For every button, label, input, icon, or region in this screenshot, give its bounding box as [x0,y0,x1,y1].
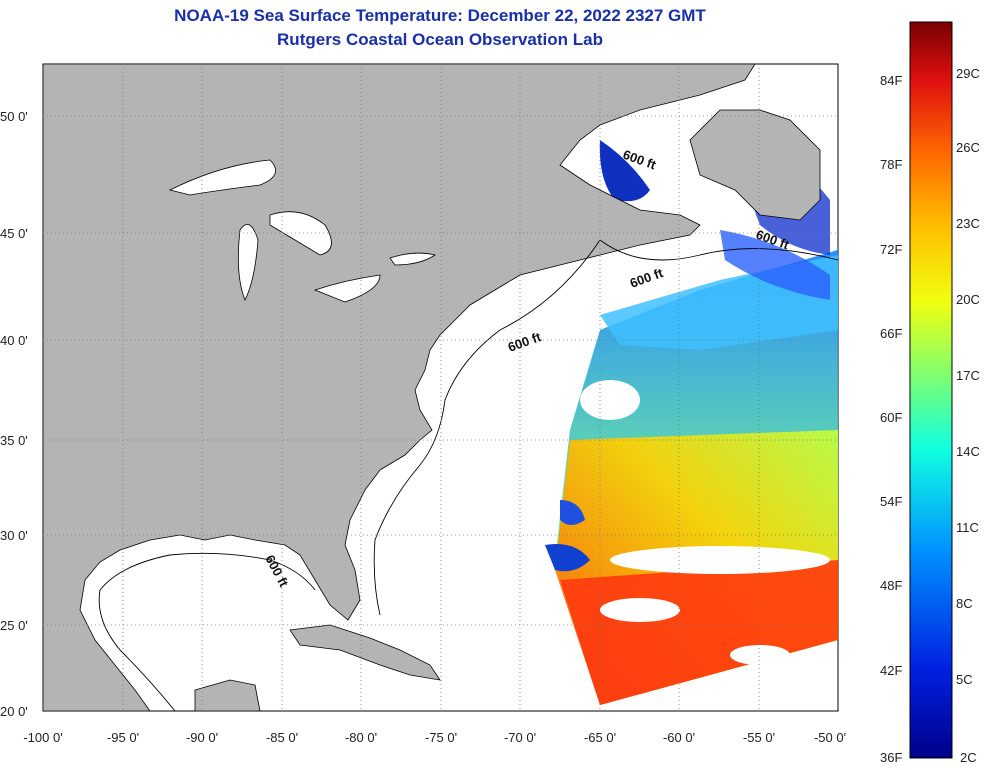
colorbar-f-label: 72F [880,242,902,257]
lat-tick-label: 35 0' [0,433,28,448]
colorbar-c-label: 14C [956,444,980,459]
lon-tick-label: -75 0' [425,730,457,745]
cuba-landmass [289,624,441,681]
colorbar-c-label: 26C [956,140,980,155]
colorbar-c-label: 17C [956,368,980,383]
colorbar-c-label: 23C [956,216,980,231]
lon-tick-label: -50 0' [814,730,846,745]
lon-tick-label: -90 0' [186,730,218,745]
colorbar-f-label: 60F [880,410,902,425]
newfoundland-landmass [689,109,821,221]
lat-tick-label: 25 0' [0,618,28,633]
lon-tick-label: -85 0' [266,730,298,745]
lon-tick-label: -55 0' [743,730,775,745]
contour-600ft [98,239,838,711]
lon-tick-label: -80 0' [345,730,377,745]
map-title: NOAA-19 Sea Surface Temperature: Decembe… [174,6,706,25]
colorbar-fahrenheit-labels: 84F 78F 72F 66F 60F 54F 48F 42F 36F [880,73,902,765]
colorbar-celsius-labels: 29C 26C 23C 20C 17C 14C 11C 8C 5C 2C [956,66,980,765]
colorbar-c-label: 2C [960,750,977,765]
colorbar-f-label: 78F [880,157,902,172]
colorbar-f-label: 48F [880,578,902,593]
sst-swath [545,120,838,705]
great-lakes [168,159,436,303]
lon-tick-label: -95 0' [107,730,139,745]
yucatan-landmass [194,679,261,711]
colorbar-c-label: 11C [956,520,979,535]
lat-tick-label: 40 0' [0,333,28,348]
lon-tick-label: -70 0' [504,730,536,745]
graticule [43,64,838,711]
colorbar-c-label: 5C [956,672,973,687]
colorbar-f-label: 36F [880,750,902,765]
land-masses [43,64,821,711]
colorbar-f-label: 84F [880,73,902,88]
lat-tick-label: 45 0' [0,226,28,241]
lon-tick-label: -100 0' [23,730,62,745]
lon-tick-label: -65 0' [584,730,616,745]
lon-tick-label: -60 0' [663,730,695,745]
colorbar-gradient [909,21,953,759]
latitude-axis: 50 0' 45 0' 40 0' 35 0' 30 0' 25 0' 20 0… [0,109,28,719]
colorbar-f-label: 66F [880,326,902,341]
lat-tick-label: 20 0' [0,704,28,719]
colorbar-c-label: 20C [956,292,980,307]
lat-tick-label: 30 0' [0,528,28,543]
colorbar: 84F 78F 72F 66F 60F 54F 48F 42F 36F 29C … [880,21,980,765]
north-america-landmass [43,64,756,711]
colorbar-f-label: 42F [880,663,902,678]
lat-tick-label: 50 0' [0,109,28,124]
map-subtitle: Rutgers Coastal Ocean Observation Lab [277,30,603,49]
colorbar-f-label: 54F [880,494,902,509]
colorbar-c-label: 8C [956,596,973,611]
colorbar-c-label: 29C [956,66,980,81]
longitude-axis: -100 0' -95 0' -90 0' -85 0' -80 0' -75 … [23,730,846,745]
